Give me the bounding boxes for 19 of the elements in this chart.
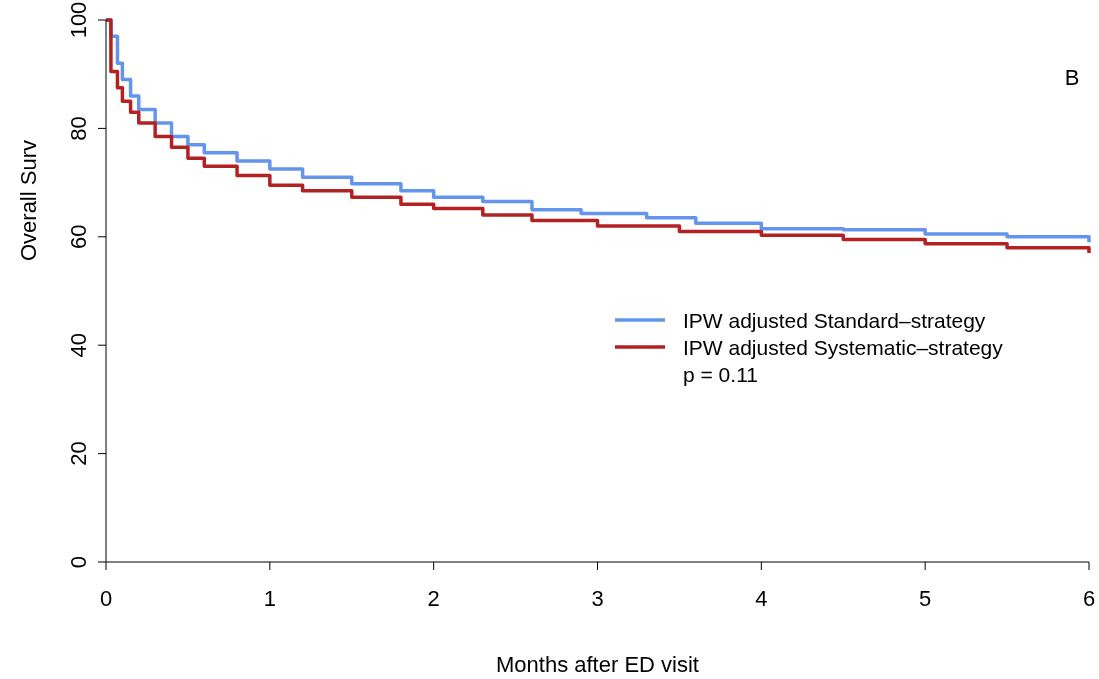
x-axis-title: Months after ED visit	[496, 652, 699, 677]
x-tick-label: 6	[1082, 586, 1096, 611]
y-tick-label: 60	[66, 224, 91, 250]
y-tick-label: 20	[66, 441, 91, 466]
x-tick-label: 3	[591, 586, 604, 611]
x-tick-label: 1	[263, 586, 276, 611]
x-tick-label: 2	[427, 586, 440, 611]
y-tick-label: 100	[66, 1, 91, 39]
annotation: B	[1064, 65, 1080, 90]
y-tick-label: 0	[66, 555, 91, 569]
legend-label: IPW adjusted Systematic–strategy	[683, 336, 1004, 359]
y-tick-label: 40	[66, 332, 91, 358]
x-tick-label: 0	[99, 586, 113, 611]
y-tick-label: 80	[66, 116, 91, 141]
x-tick-label: 5	[919, 586, 932, 611]
y-axis-title: Overall Surv	[16, 140, 41, 262]
annotation: p = 0.11	[683, 363, 758, 386]
legend-label: IPW adjusted Standard–strategy	[683, 309, 986, 332]
x-tick-label: 4	[755, 586, 768, 611]
